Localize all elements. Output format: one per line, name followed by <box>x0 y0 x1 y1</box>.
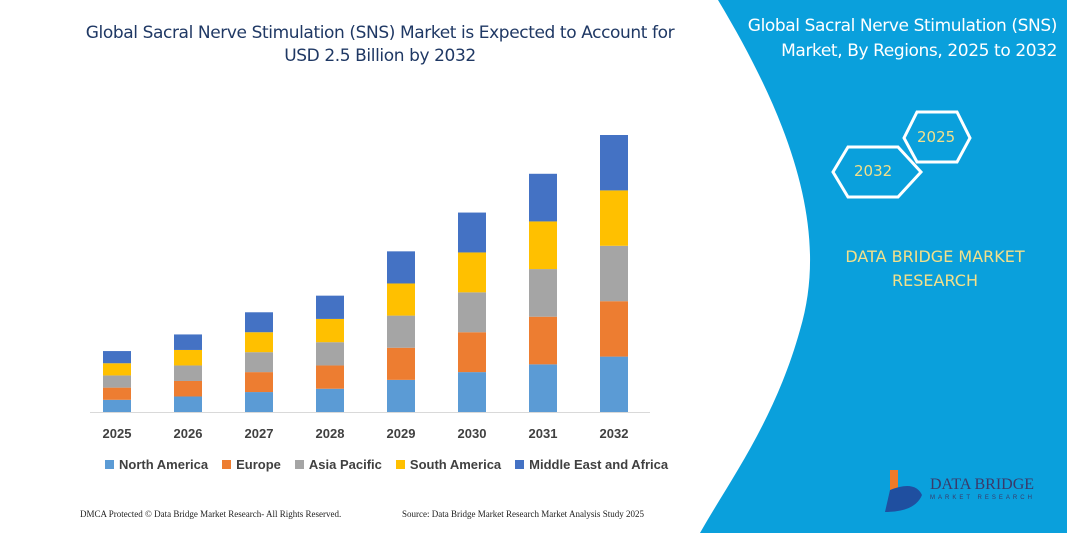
bar-segment <box>387 347 415 380</box>
bar-segment <box>103 363 131 376</box>
x-tick-label: 2030 <box>458 426 487 441</box>
bar-segment <box>316 318 344 343</box>
legend-label: South America <box>409 457 502 472</box>
bar-segment <box>174 365 202 381</box>
legend-item: Middle East and Africa <box>515 457 668 472</box>
bar-segment <box>103 375 131 388</box>
logo-subtext: MARKET RESEARCH <box>930 495 1035 501</box>
bar-segment <box>245 312 273 333</box>
chart-title: Global Sacral Nerve Stimulation (SNS) Ma… <box>85 23 675 66</box>
bar-segment <box>245 352 273 373</box>
bar-segment <box>245 392 273 412</box>
logo-text: DATA BRIDGE <box>930 476 1035 493</box>
bar-segment <box>600 245 628 302</box>
legend-label: Europe <box>236 457 281 472</box>
bar-segment <box>600 190 628 246</box>
legend-item: North America <box>105 457 208 472</box>
bar-segment <box>174 396 202 412</box>
legend-label: Middle East and Africa <box>529 457 669 472</box>
bar-segment <box>245 372 273 393</box>
bar-segment <box>316 342 344 366</box>
x-tick-label: 2025 <box>103 426 132 441</box>
bar-segment <box>387 379 415 412</box>
legend-label: Asia Pacific <box>308 457 382 472</box>
legend-swatch <box>395 460 405 469</box>
bar-segment <box>529 221 557 270</box>
bar-segment <box>529 364 557 412</box>
bar-segment <box>600 356 628 412</box>
x-tick-label: 2026 <box>174 426 203 441</box>
legend-swatch <box>515 460 525 469</box>
x-tick-label: 2028 <box>316 426 345 441</box>
bar-segment <box>174 349 202 366</box>
bar-segment <box>529 316 557 365</box>
bar-segment <box>387 283 415 316</box>
legend: North America Europe Asia Pacific South … <box>105 457 668 472</box>
bar-segment <box>529 173 557 222</box>
bar-segment <box>103 399 131 412</box>
hex-2032 <box>831 145 924 199</box>
footer-copyright: DMCA Protected © Data Bridge Market Rese… <box>80 509 342 519</box>
bar-segment <box>458 212 486 253</box>
hex-label-2032: 2032 <box>854 162 893 180</box>
bar-segment <box>103 387 131 400</box>
bar-segment <box>174 334 202 350</box>
bar-segment <box>245 332 273 353</box>
bar-segment <box>174 380 202 397</box>
brand-text: DATA BRIDGE MARKET RESEARCH <box>845 247 1025 290</box>
legend-swatch <box>294 460 304 469</box>
bar-segment <box>458 332 486 373</box>
data-bridge-logo-icon <box>885 470 922 512</box>
footer-source: Source: Data Bridge Market Research Mark… <box>402 509 644 519</box>
bar-segment <box>458 372 486 412</box>
bar-segment <box>387 251 415 284</box>
bar-segment <box>600 135 628 191</box>
x-tick-label: 2027 <box>245 426 274 441</box>
bar-segment <box>458 252 486 293</box>
x-tick-label: 2032 <box>600 426 629 441</box>
side-panel-title: Global Sacral Nerve Stimulation (SNS) Ma… <box>747 16 1058 61</box>
bar-segment <box>316 295 344 319</box>
legend-swatch <box>105 460 114 469</box>
legend-item: Asia Pacific <box>294 457 382 472</box>
bar-segment <box>316 388 344 412</box>
hex-2025 <box>902 110 972 164</box>
bar-segment <box>458 292 486 333</box>
bar-segment <box>600 301 628 357</box>
stacked-bar-chart: 2025 2026 2027 2028 2029 2030 2031 2032 <box>90 135 650 441</box>
bar-segment <box>387 315 415 348</box>
bar-segment <box>529 269 557 317</box>
x-tick-label: 2031 <box>529 426 558 441</box>
legend-label: North America <box>119 457 209 472</box>
legend-swatch <box>222 460 232 469</box>
bar-segment <box>316 365 344 389</box>
side-panel-shape <box>700 0 1067 533</box>
bar-segment <box>103 351 131 364</box>
hex-label-2025: 2025 <box>917 128 956 146</box>
x-tick-label: 2029 <box>387 426 416 441</box>
legend-item: Europe <box>222 457 281 472</box>
legend-item: South America <box>395 457 502 472</box>
